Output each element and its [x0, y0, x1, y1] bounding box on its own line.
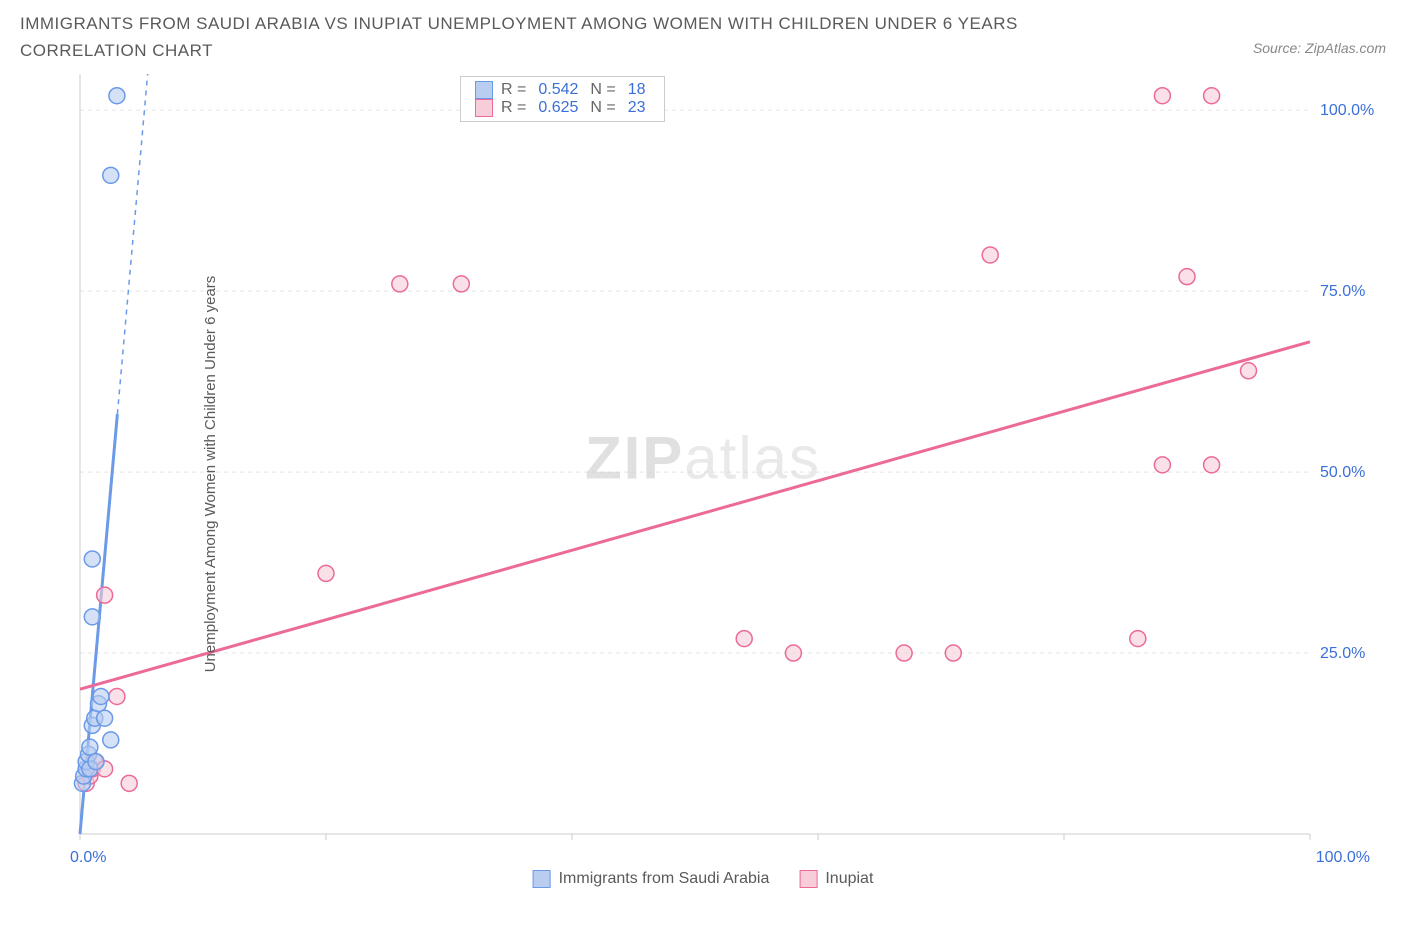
x-legend-swatch-0	[533, 870, 551, 888]
svg-text:25.0%: 25.0%	[1320, 645, 1365, 662]
svg-text:0.0%: 0.0%	[70, 849, 106, 866]
svg-text:100.0%: 100.0%	[1320, 103, 1374, 120]
legend-n-label: N =	[590, 99, 615, 117]
chart-title: IMMIGRANTS FROM SAUDI ARABIA VS INUPIAT …	[20, 10, 1120, 64]
scatter-chart: 25.0% 50.0% 75.0% 100.0% 0.0% 100.0%	[20, 64, 1386, 884]
x-legend-item-1: Inupiat	[799, 870, 873, 888]
legend-swatch-1	[475, 99, 493, 117]
legend-r-value-1: 0.625	[538, 99, 578, 117]
legend-r-label: R =	[501, 81, 526, 99]
svg-text:50.0%: 50.0%	[1320, 464, 1365, 481]
svg-text:100.0%: 100.0%	[1316, 849, 1370, 866]
legend-n-value-1: 23	[628, 99, 646, 117]
x-axis-legend: Immigrants from Saudi Arabia Inupiat	[533, 870, 874, 888]
x-legend-label-0: Immigrants from Saudi Arabia	[559, 870, 770, 888]
legend-swatch-0	[475, 81, 493, 99]
x-legend-item-0: Immigrants from Saudi Arabia	[533, 870, 770, 888]
svg-text:75.0%: 75.0%	[1320, 284, 1365, 301]
x-legend-label-1: Inupiat	[825, 870, 873, 888]
legend-r-value-0: 0.542	[538, 81, 578, 99]
y-axis-label: Unemployment Among Women with Children U…	[202, 276, 219, 673]
chart-container: Unemployment Among Women with Children U…	[20, 64, 1386, 884]
legend-correlation-box: R = 0.542 N = 18 R = 0.625 N = 23	[460, 76, 665, 122]
legend-n-value-0: 18	[628, 81, 646, 99]
source-attribution: Source: ZipAtlas.com	[1253, 40, 1386, 56]
legend-r-label: R =	[501, 99, 526, 117]
x-legend-swatch-1	[799, 870, 817, 888]
legend-row-series-1: R = 0.625 N = 23	[475, 99, 650, 117]
legend-n-label: N =	[590, 81, 615, 99]
legend-row-series-0: R = 0.542 N = 18	[475, 81, 650, 99]
